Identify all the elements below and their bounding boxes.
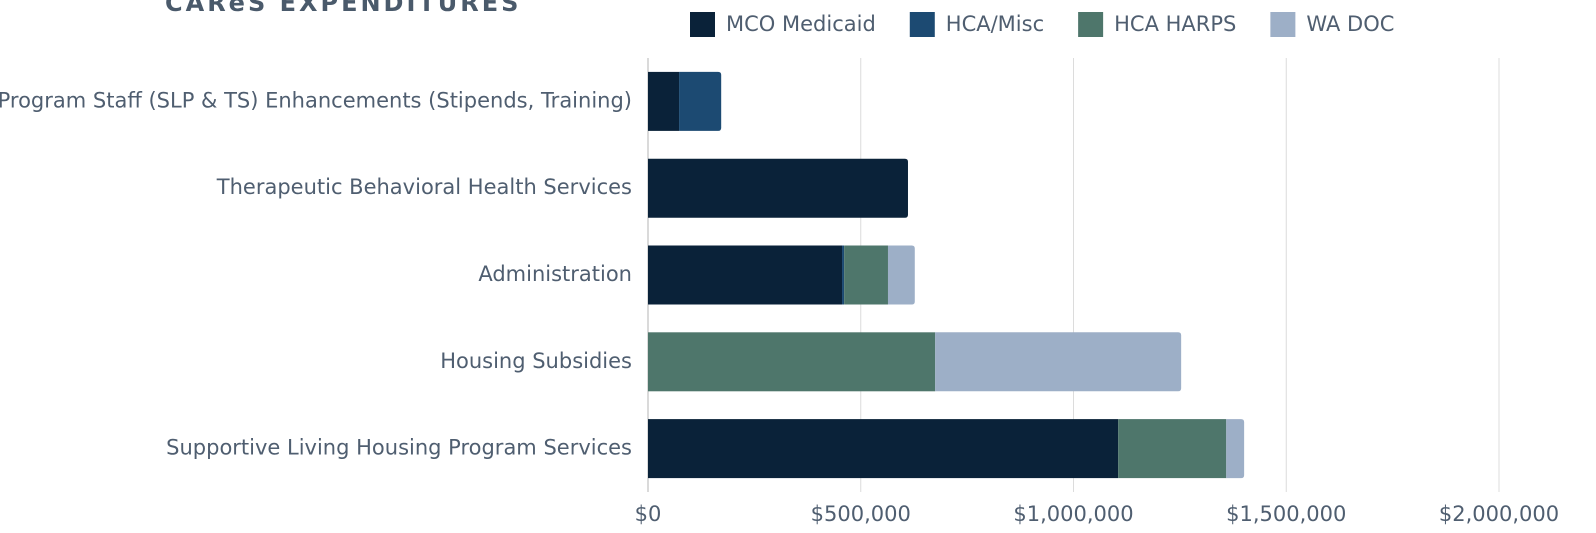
bar-segment [648,158,908,218]
y-tick-label: Administration [478,262,632,286]
x-tick-label: $500,000 [811,502,911,526]
x-tick-label: $1,000,000 [1013,502,1133,526]
bar-segment [842,245,845,305]
bar-segment [648,245,843,305]
bar-segment [844,245,888,305]
bar-segment [648,71,680,131]
legend-swatch [909,12,935,37]
bar-segment [648,332,936,392]
y-tick-label: Program Staff (SLP & TS) Enhancements (S… [0,88,632,112]
y-tick-label: Housing Subsidies [440,349,632,373]
bar-segment [679,71,722,131]
bar-segment [1226,419,1245,479]
y-tick-label: Supportive Living Housing Program Servic… [166,436,632,460]
legend-swatch [1270,12,1296,37]
legend-swatch [690,12,715,37]
legend-label: HCA/Misc [946,12,1044,36]
bar-segment [887,245,915,305]
x-tick-label: $2,000,000 [1439,502,1559,526]
chart-title: CAReS EXPENDITURES [165,0,521,17]
x-tick-label: $0 [635,502,662,526]
bar-segment [648,419,1119,479]
x-tick-label: $1,500,000 [1226,502,1346,526]
legend-swatch [1078,12,1104,37]
y-tick-label: Therapeutic Behavioral Health Services [216,175,632,199]
legend-label: MCO Medicaid [726,12,876,36]
legend-label: WA DOC [1306,12,1394,36]
bar-segment [1118,419,1227,479]
legend-label: HCA HARPS [1114,12,1236,36]
bar-segment [935,332,1182,392]
